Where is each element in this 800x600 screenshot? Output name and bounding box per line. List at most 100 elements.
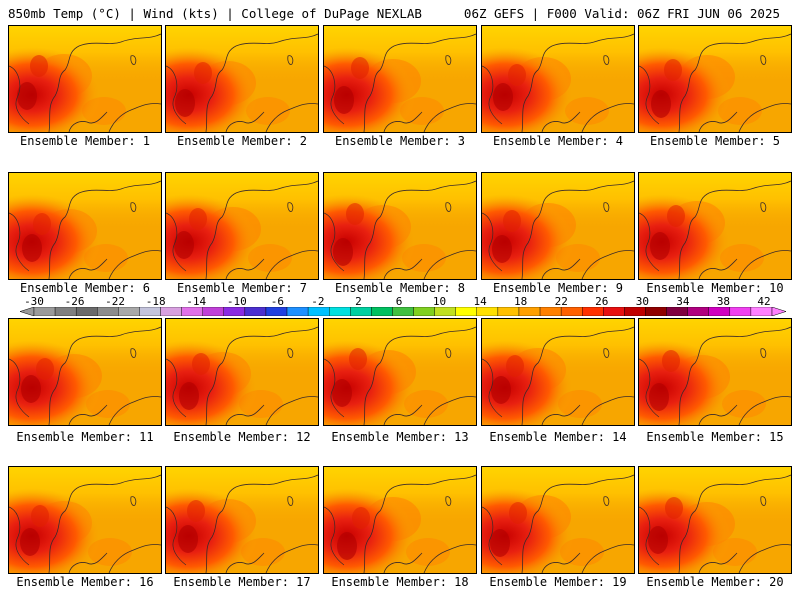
colorbar-bin: [118, 307, 140, 316]
ensemble-member-map: [8, 466, 162, 574]
colorbar-bin: [33, 307, 56, 316]
colorbar-bin: [350, 307, 372, 316]
ensemble-member-label: Ensemble Member: 15: [646, 430, 784, 444]
colorbar-tick-label: 18: [514, 295, 528, 308]
colorbar-bin: [560, 307, 583, 316]
ensemble-member-label: Ensemble Member: 17: [173, 575, 311, 589]
colorbar-bin: [286, 307, 309, 316]
colorbar-tick-label: -30: [24, 295, 44, 308]
ensemble-member-map: [165, 25, 319, 133]
colorbar-tick-label: 6: [395, 295, 403, 308]
ensemble-member-map: [481, 25, 635, 133]
ensemble-member-map: [638, 318, 792, 426]
colorbar-bin: [603, 307, 625, 316]
ensemble-member-label: Ensemble Member: 16: [16, 575, 154, 589]
colorbar-tick-label: 26: [595, 295, 609, 308]
colorbar-bin: [139, 307, 161, 316]
colorbar-bin: [455, 307, 478, 316]
colorbar-bin: [434, 307, 456, 316]
ensemble-member-map: [165, 318, 319, 426]
colorbar-bin: [202, 307, 224, 316]
colorbar-tick-label: 14: [473, 295, 487, 308]
ensemble-member-map: [638, 466, 792, 574]
ensemble-member-label: Ensemble Member: 7: [176, 281, 308, 295]
colorbar-bin: [54, 307, 77, 316]
ensemble-member-label: Ensemble Member: 8: [334, 281, 466, 295]
ensemble-member-label: Ensemble Member: 4: [492, 134, 624, 148]
ensemble-member-label: Ensemble Member: 13: [331, 430, 469, 444]
colorbar-tick-label: 42: [757, 295, 771, 308]
colorbar-bin: [497, 307, 520, 316]
colorbar-bin: [265, 307, 288, 316]
ensemble-member-map: [481, 172, 635, 280]
ensemble-member-label: Ensemble Member: 2: [176, 134, 308, 148]
colorbar-bin: [666, 307, 688, 316]
ensemble-member-map: [481, 318, 635, 426]
ensemble-member-label: Ensemble Member: 18: [331, 575, 469, 589]
colorbar-tick-label: -14: [186, 295, 207, 308]
ensemble-member-label: Ensemble Member: 19: [489, 575, 627, 589]
ensemble-member-map: [323, 466, 477, 574]
ensemble-member-map: [165, 466, 319, 574]
colorbar-max-arrow: [771, 307, 786, 316]
ensemble-member-label: Ensemble Member: 14: [489, 430, 627, 444]
colorbar-tick-label: 38: [716, 295, 731, 308]
colorbar-tick-label: -10: [226, 295, 247, 308]
colorbar-bin: [539, 307, 562, 316]
colorbar-bin: [413, 307, 435, 316]
colorbar-bin: [392, 307, 414, 316]
colorbar-bin: [329, 307, 351, 316]
colorbar-tick-label: 34: [676, 295, 690, 308]
ensemble-member-label: Ensemble Member: 6: [19, 281, 151, 295]
ensemble-member-map: [8, 25, 162, 133]
colorbar-bin: [371, 307, 393, 316]
colorbar-tick-label: -6: [270, 295, 284, 308]
colorbar-tick-label: -18: [145, 295, 166, 308]
colorbar-bin: [729, 307, 752, 316]
colorbar-tick-label: 10: [432, 295, 447, 308]
map-header: 850mb Temp (°C) | Wind (kts) | College o…: [8, 6, 780, 22]
ensemble-member-label: Ensemble Member: 11: [16, 430, 154, 444]
colorbar-bin: [75, 307, 98, 316]
colorbar-tick-label: 2: [355, 295, 362, 308]
colorbar-tick-label: -2: [311, 295, 325, 308]
colorbar-bin: [518, 307, 541, 316]
ensemble-member-map: [165, 172, 319, 280]
colorbar-bin: [160, 307, 182, 316]
ensemble-member-map: [323, 25, 477, 133]
colorbar-bin: [244, 307, 267, 316]
ensemble-member-label: Ensemble Member: 10: [646, 281, 784, 295]
colorbar-tick-label: -22: [105, 295, 126, 308]
valid-time: 06Z GEFS | F000 Valid: 06Z FRI JUN 06 20…: [463, 6, 780, 21]
ensemble-member-label: Ensemble Member: 3: [334, 134, 466, 148]
colorbar-bin: [476, 307, 499, 316]
ensemble-member-map: [323, 172, 477, 280]
colorbar-tick-label: 22: [554, 295, 568, 308]
colorbar-bin: [645, 307, 667, 316]
ensemble-member-map: [8, 172, 162, 280]
ensemble-member-map: [323, 318, 477, 426]
ensemble-member-label: Ensemble Member: 12: [173, 430, 311, 444]
product-title: 850mb Temp (°C) | Wind (kts) | College o…: [8, 6, 422, 21]
ensemble-member-map: [481, 466, 635, 574]
ensemble-member-map: [638, 172, 792, 280]
ensemble-member-label: Ensemble Member: 1: [19, 134, 151, 148]
colorbar-bin: [582, 307, 604, 316]
colorbar-bin: [181, 307, 203, 316]
colorbar-bin: [708, 307, 731, 316]
temperature-colorbar: [20, 307, 786, 316]
colorbar-bin: [624, 307, 646, 316]
colorbar-bin: [223, 307, 246, 316]
ensemble-member-map: [638, 25, 792, 133]
colorbar-tick-label: 30: [635, 295, 649, 308]
ensemble-member-label: Ensemble Member: 20: [646, 575, 784, 589]
colorbar-tick-label: -26: [64, 295, 85, 308]
colorbar-bin: [687, 307, 709, 316]
colorbar-min-arrow: [20, 307, 35, 316]
ensemble-member-label: Ensemble Member: 5: [649, 134, 781, 148]
colorbar-bin: [307, 307, 330, 316]
colorbar-bin: [97, 307, 119, 316]
ensemble-member-label: Ensemble Member: 9: [492, 281, 624, 295]
colorbar-bin: [750, 307, 773, 316]
ensemble-member-map: [8, 318, 162, 426]
